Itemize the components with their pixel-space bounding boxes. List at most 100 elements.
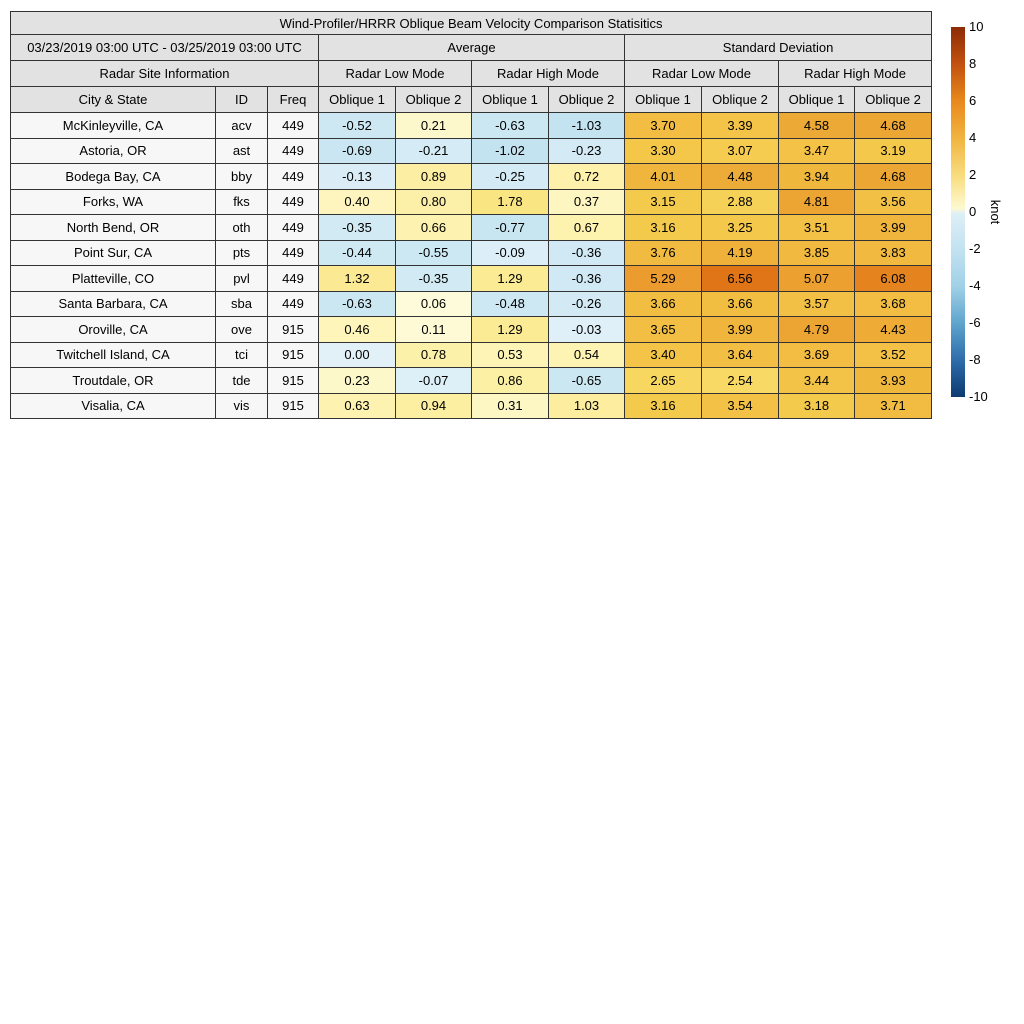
table-row: Twitchell Island, CA tci 915 0.00 0.78 0.53 0.… [10,341,933,368]
id-cell: vis [215,392,268,419]
value-cell: 0.21 [395,112,472,139]
value-cell: 3.65 [624,316,702,343]
col-header-oblique: Oblique 2 [701,86,779,113]
city-cell: Visalia, CA [10,392,216,419]
site-info-header: Radar Site Information [10,60,319,87]
value-cell: 3.57 [778,290,855,317]
value-cell: 0.54 [548,341,625,368]
colorbar-tick: -6 [969,315,981,330]
value-cell: 0.00 [318,341,396,368]
id-cell: pts [215,239,268,266]
value-cell: -1.03 [548,112,625,139]
value-cell: 3.19 [853,137,933,164]
value-cell: 3.93 [853,367,933,394]
id-cell: oth [215,214,268,241]
value-cell: 0.89 [395,163,472,190]
value-cell: 0.11 [395,316,472,343]
col-header-oblique: Oblique 1 [318,86,396,113]
value-cell: -0.63 [318,290,396,317]
freq-cell: 449 [267,290,319,317]
value-cell: 3.16 [624,214,702,241]
value-cell: 3.64 [701,341,779,368]
value-cell: -0.52 [318,112,396,139]
mode-header-avg-high: Radar High Mode [471,60,625,87]
date-range: 03/23/2019 03:00 UTC - 03/25/2019 03:00 … [10,34,319,61]
freq-cell: 449 [267,163,319,190]
colorbar-tick: 6 [969,93,977,108]
id-cell: sba [215,290,268,317]
value-cell: 4.79 [778,316,855,343]
value-cell: -0.65 [548,367,625,394]
value-cell: -0.36 [548,239,625,266]
value-cell: 1.32 [318,265,396,292]
colorbar-tick: -4 [969,278,981,293]
value-cell: 3.39 [701,112,779,139]
id-cell: tde [215,367,268,394]
colorbar-tick: 4 [969,130,977,145]
freq-cell: 449 [267,214,319,241]
value-cell: 3.25 [701,214,779,241]
colorbar-gradient [951,27,965,397]
value-cell: -0.48 [471,290,549,317]
id-cell: tci [215,341,268,368]
colorbar-tick: 8 [969,56,977,71]
freq-cell: 449 [267,112,319,139]
mode-header-std-low: Radar Low Mode [624,60,779,87]
value-cell: 3.99 [701,316,779,343]
city-cell: Santa Barbara, CA [10,290,216,317]
value-cell: 1.03 [548,392,625,419]
comparison-table-container: Wind-Profiler/HRRR Oblique Beam Velocity… [9,11,933,419]
value-cell: 3.44 [778,367,855,394]
value-cell: -0.36 [548,265,625,292]
value-cell: 1.29 [471,265,549,292]
col-header-oblique: Oblique 2 [395,86,472,113]
col-header-oblique: Oblique 1 [624,86,702,113]
mode-header-avg-low: Radar Low Mode [318,60,472,87]
colorbar-tick: 0 [969,204,977,219]
column-header-row: City & State ID Freq Oblique 1 Oblique 2… [10,86,933,113]
value-cell: -0.09 [471,239,549,266]
value-cell: 0.72 [548,163,625,190]
col-header-city: City & State [10,86,216,113]
value-cell: 3.15 [624,188,702,215]
value-cell: -0.69 [318,137,396,164]
value-cell: 0.66 [395,214,472,241]
col-header-oblique: Oblique 2 [853,86,933,113]
value-cell: 0.63 [318,392,396,419]
value-cell: 0.67 [548,214,625,241]
freq-cell: 449 [267,137,319,164]
value-cell: 0.94 [395,392,472,419]
value-cell: 3.85 [778,239,855,266]
value-cell: -0.13 [318,163,396,190]
value-cell: 4.43 [853,316,933,343]
value-cell: -0.21 [395,137,472,164]
value-cell: 0.46 [318,316,396,343]
value-cell: 3.07 [701,137,779,164]
value-cell: -0.77 [471,214,549,241]
value-cell: 4.68 [853,163,933,190]
value-cell: 3.66 [701,290,779,317]
value-cell: -0.25 [471,163,549,190]
table-row: North Bend, OR oth 449 -0.35 0.66 -0.77 0.67 3.… [10,214,933,241]
value-cell: 3.54 [701,392,779,419]
freq-cell: 915 [267,316,319,343]
value-cell: -0.23 [548,137,625,164]
group-header-row: 03/23/2019 03:00 UTC - 03/25/2019 03:00 … [10,34,933,61]
table-row: Oroville, CA ove 915 0.46 0.11 1.29 -0.03 3.65 3… [10,316,933,343]
id-cell: ove [215,316,268,343]
value-cell: 3.99 [853,214,933,241]
value-cell: 2.54 [701,367,779,394]
city-cell: Point Sur, CA [10,239,216,266]
mode-header-row: Radar Site Information Radar Low Mode Ra… [10,60,933,87]
data-rows: McKinleyville, CA acv 449 -0.52 0.21 -0.63 -1.… [10,112,933,419]
value-cell: 0.80 [395,188,472,215]
value-cell: 3.66 [624,290,702,317]
table-row: Point Sur, CA pts 449 -0.44 -0.55 -0.09 -0.36 3… [10,239,933,266]
city-cell: Astoria, OR [10,137,216,164]
col-header-freq: Freq [267,86,319,113]
colorbar-tick: -8 [969,352,981,367]
table-row: Bodega Bay, CA bby 449 -0.13 0.89 -0.25 0.72 4.… [10,163,933,190]
colorbar-tick: 10 [969,19,984,34]
mode-header-std-high: Radar High Mode [777,60,933,87]
